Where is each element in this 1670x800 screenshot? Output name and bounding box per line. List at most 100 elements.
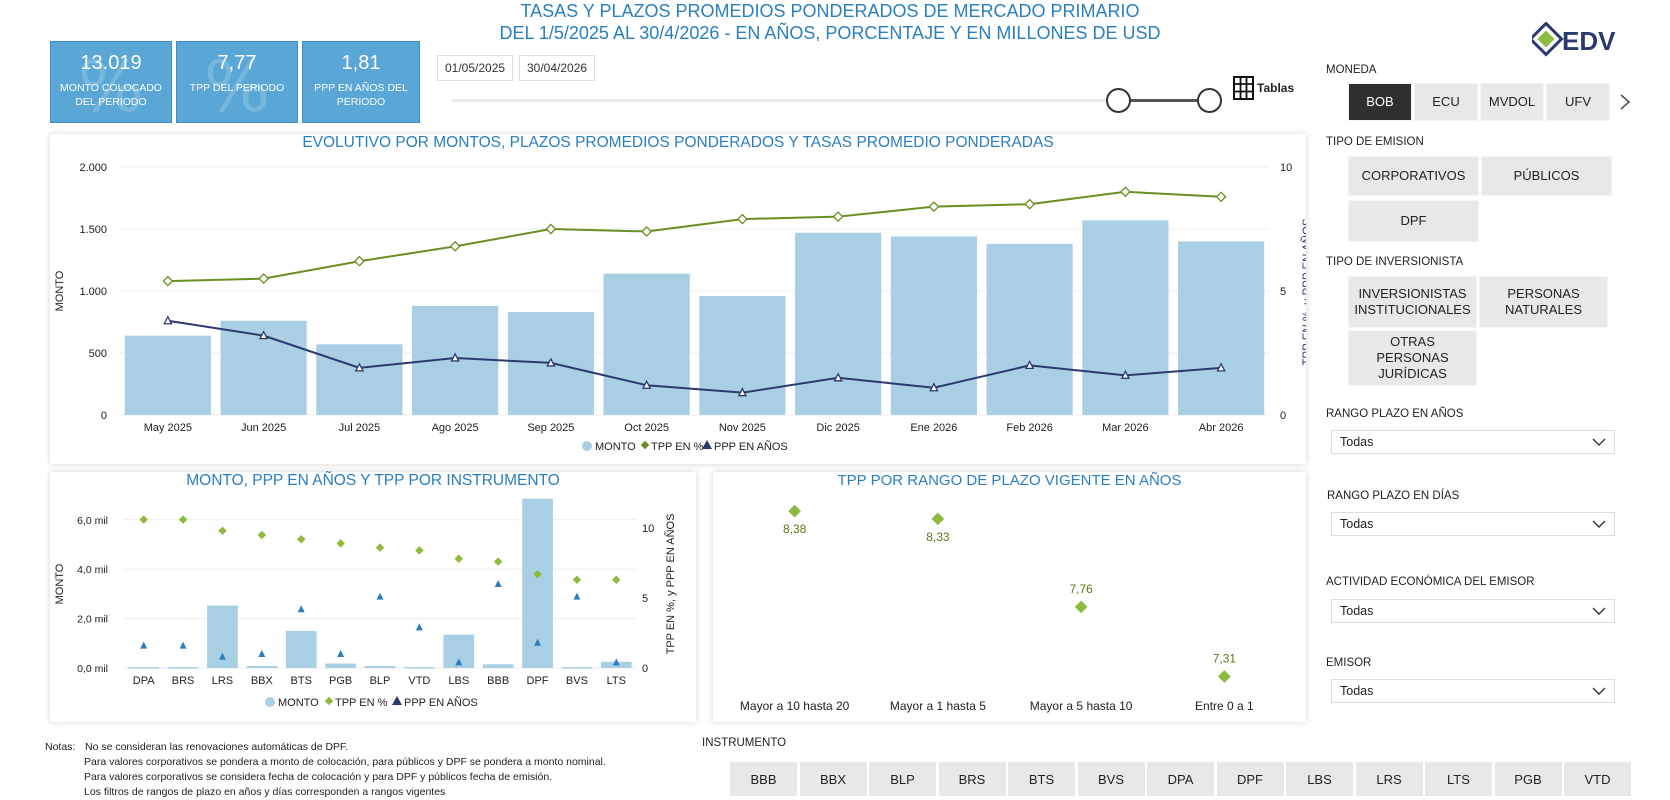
ppp-point (415, 623, 423, 631)
emisor-value: Todas (1340, 684, 1374, 698)
date-end-input[interactable]: 30/04/2026 (519, 55, 596, 81)
x-tick-label: May 2025 (144, 422, 192, 434)
ppp-point (641, 379, 652, 389)
ppp-point (1216, 362, 1226, 372)
ppp-point (612, 658, 620, 666)
emisor-dropdown[interactable]: Todas (1331, 679, 1615, 703)
monto-bar (246, 666, 278, 668)
actividad-dropdown[interactable]: Todas (1331, 599, 1615, 623)
kpi-tpp-label: TPP DEL PERIODO (189, 82, 285, 94)
x-tick-label: PGB (329, 675, 352, 687)
date-slider-track[interactable] (452, 99, 1212, 102)
x-tick-label: Jun 2025 (241, 422, 286, 434)
y2-axis-label: TPP EN %, y PPP EN AÑOS (664, 514, 677, 655)
tipo-inversionista-institucionales[interactable]: INVERSIONISTAS INSTITUCIONALES (1348, 276, 1477, 328)
instrumento-option-vtd[interactable]: VTD (1564, 762, 1631, 796)
monto-bar (482, 664, 514, 668)
tipo-emision-label: TIPO DE EMISION (1326, 136, 1424, 148)
rango-chart-title: TPP POR RANGO DE PLAZO VIGENTE EN AÑOS (837, 472, 1182, 489)
instrumento-option-pgb[interactable]: PGB (1494, 762, 1562, 796)
monto-bar (285, 630, 317, 668)
monto-bar (603, 273, 690, 415)
instrumento-option-dpf[interactable]: DPF (1216, 762, 1284, 796)
y2-tick-label: 10 (1280, 162, 1292, 174)
monto-bar (364, 666, 396, 668)
instrumento-option-bbb[interactable]: BBB (730, 762, 797, 796)
y-tick-label: 2.000 (79, 162, 107, 174)
tpp-line (167, 190, 1222, 283)
monto-bar (325, 663, 356, 668)
tpp-point (612, 575, 621, 585)
ppp-point (163, 315, 173, 325)
x-tick-label: Mayor a 1 hasta 5 (890, 699, 986, 713)
rango-anios-dropdown[interactable]: Todas (1331, 430, 1615, 454)
tpp-point (1218, 670, 1231, 683)
instrumento-option-blp[interactable]: BLP (869, 762, 936, 796)
legend-tpp-label: TPP EN % (335, 697, 388, 709)
date-start-input[interactable]: 01/05/2025 (437, 55, 514, 81)
instrumento-option-bvs[interactable]: BVS (1077, 762, 1145, 796)
x-tick-label: BTS (291, 675, 312, 687)
tipo-inversionista-personas-naturales[interactable]: PERSONAS NATURALES (1479, 276, 1608, 328)
legend-monto-marker (265, 697, 275, 707)
notes-prefix: Notas: (45, 741, 76, 753)
chevron-right-icon[interactable] (1618, 92, 1632, 112)
tipo-inversionista-otras-personas-juridicas[interactable]: OTRAS PERSONAS JURÍDICAS (1348, 330, 1477, 386)
moneda-option-ecu[interactable]: ECU (1414, 83, 1478, 121)
moneda-option-bob[interactable]: BOB (1348, 83, 1412, 121)
ppp-point (833, 372, 843, 382)
y-tick-label: 0 (101, 410, 107, 422)
x-tick-label: Ago 2025 (432, 422, 479, 434)
x-tick-label: BLP (370, 675, 391, 687)
legend-ppp-marker (702, 440, 712, 449)
chevron-down-icon (1592, 520, 1606, 528)
instrumento-chart-title: MONTO, PPP EN AÑOS Y TPP POR INSTRUMENTO (186, 472, 560, 489)
kpi-ppp-value: 1,81 (341, 52, 381, 74)
tablas-button[interactable]: Tablas (1233, 76, 1299, 100)
y-tick-label: 0,0 mil (77, 663, 108, 675)
instrumento-option-bts[interactable]: BTS (1008, 762, 1075, 796)
x-tick-label: Mayor a 5 hasta 10 (1030, 699, 1133, 713)
tpp-point (415, 546, 424, 555)
instrumento-option-lbs[interactable]: LBS (1286, 762, 1353, 796)
tipo-emision-corporativos[interactable]: CORPORATIVOS (1348, 156, 1479, 196)
page-title-line1: TASAS Y PLAZOS PROMEDIOS PONDERADOS DE M… (520, 1, 1140, 21)
instrumento-option-lrs[interactable]: LRS (1355, 762, 1423, 796)
tipo-emision-dpf[interactable]: DPF (1348, 200, 1479, 242)
tipo-inversionista-label: TIPO DE INVERSIONISTA (1326, 256, 1464, 268)
page-title: TASAS Y PLAZOS PROMEDIOS PONDERADOS DE M… (330, 0, 1330, 44)
ppp-point (494, 580, 502, 587)
y-tick-label: 2,0 mil (77, 614, 108, 626)
ppp-point (455, 658, 463, 666)
tpp-point (1119, 186, 1131, 198)
moneda-option-ufv[interactable]: UFV (1546, 83, 1610, 121)
date-slider-end-handle[interactable] (1197, 88, 1222, 113)
y2-tick-label: 0 (642, 663, 648, 675)
tipo-emision-publicos[interactable]: PÚBLICOS (1481, 156, 1612, 196)
instrumento-option-brs[interactable]: BRS (938, 762, 1006, 796)
x-tick-label: LRS (212, 675, 233, 687)
tpp-point (257, 530, 267, 540)
rango-chart-panel: TPP POR RANGO DE PLAZO VIGENTE EN AÑOS 8… (713, 472, 1306, 722)
instrumento-option-lts[interactable]: LTS (1425, 762, 1492, 796)
legend-tpp-marker (324, 696, 334, 706)
rango-dias-dropdown[interactable]: Todas (1331, 512, 1615, 536)
note-line: No se consideran las renovaciones automá… (85, 741, 349, 753)
y2-tick-label: 0 (1280, 410, 1286, 422)
monto-bar (561, 667, 593, 669)
tpp-point (832, 211, 844, 223)
instrumento-option-dpa[interactable]: DPA (1147, 762, 1214, 796)
tpp-point (336, 539, 345, 548)
x-tick-label: Mar 2026 (1102, 422, 1148, 434)
x-tick-label: Sep 2025 (527, 422, 574, 434)
x-tick-label: BRS (172, 675, 195, 687)
moneda-option-mvdol[interactable]: MVDOL (1480, 83, 1544, 121)
tpp-point (928, 201, 940, 213)
tpp-point (788, 504, 801, 518)
ppp-point (573, 592, 581, 600)
x-tick-label: Ene 2026 (910, 422, 957, 434)
instrumento-option-bbx[interactable]: BBX (799, 762, 867, 796)
date-slider-start-handle[interactable] (1106, 88, 1131, 113)
ppp-point (258, 330, 269, 340)
instrumento-chart: 0,0 mil 2,0 mil 4,0 mil 6,0 mil 0 5 10 MONTO TPP… (54, 498, 677, 709)
